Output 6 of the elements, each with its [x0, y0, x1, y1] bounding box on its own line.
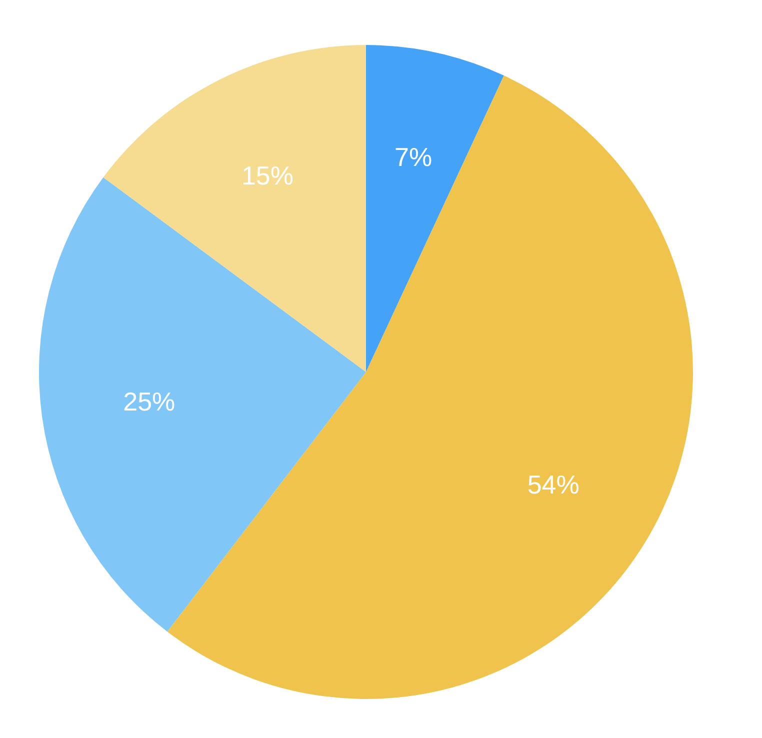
data-label: 15% [241, 160, 294, 190]
data-label: 25% [123, 386, 176, 417]
pie-slice [366, 45, 504, 372]
data-label: 54% [527, 469, 580, 500]
pie-slice [103, 45, 366, 372]
data-label: 7% [394, 142, 432, 172]
